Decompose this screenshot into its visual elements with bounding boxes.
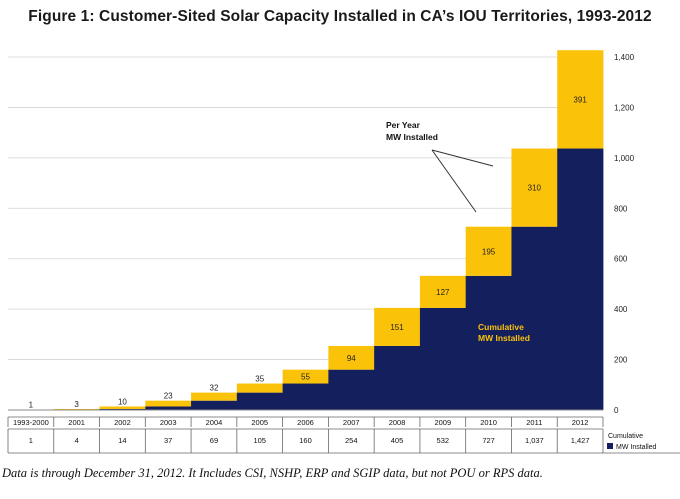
cumulative-annotation: Cumulative — [478, 322, 524, 332]
per-year-annotation: Per Year — [386, 120, 421, 130]
cumulative-value: 532 — [437, 436, 450, 445]
x-tick-label: 2002 — [114, 418, 131, 427]
legend-swatch-cumulative — [607, 443, 613, 449]
x-tick-label: 2006 — [297, 418, 314, 427]
x-tick-label: 2001 — [68, 418, 85, 427]
cumulative-value: 1 — [29, 436, 33, 445]
per-year-label: 55 — [301, 373, 310, 382]
x-tick-label: 2004 — [206, 418, 223, 427]
cumulative-value: 69 — [210, 436, 218, 445]
footnote: Data is through December 31, 2012. It In… — [2, 466, 543, 480]
per-year-label: 310 — [528, 184, 542, 193]
cumulative-bar — [282, 383, 329, 410]
per-year-bar — [465, 226, 512, 276]
per-year-label: 23 — [164, 392, 173, 401]
cumulative-bar — [465, 275, 512, 410]
cumulative-bar — [191, 400, 238, 410]
per-year-label: 195 — [482, 247, 496, 256]
cumulative-bar — [99, 408, 146, 410]
cumulative-value: 405 — [391, 436, 404, 445]
annotation-arrow — [431, 149, 494, 167]
y-tick-label: 400 — [614, 305, 628, 314]
cumulative-bar — [328, 369, 375, 410]
per-year-bar — [419, 275, 467, 308]
per-year-label: 94 — [347, 354, 356, 363]
x-tick-label: 1993-2000 — [13, 418, 49, 427]
cumulative-value: 1,037 — [525, 436, 544, 445]
table-row-label: Cumulative — [608, 433, 643, 440]
per-year-label: 32 — [210, 384, 219, 393]
cumulative-bar — [145, 406, 192, 410]
cumulative-annotation: MW Installed — [478, 333, 530, 343]
per-year-label: 151 — [390, 323, 404, 332]
table-row-label: MW Installed — [616, 444, 657, 451]
cumulative-bar — [419, 307, 467, 410]
per-year-bar — [53, 408, 100, 410]
per-year-bar — [328, 345, 375, 370]
cumulative-bar — [511, 226, 558, 410]
x-tick-label: 2010 — [480, 418, 497, 427]
x-tick-label: 2009 — [434, 418, 451, 427]
y-tick-label: 600 — [614, 255, 628, 264]
x-tick-label: 2003 — [160, 418, 177, 427]
cumulative-value: 37 — [164, 436, 172, 445]
y-tick-label: 1,200 — [614, 103, 635, 112]
chart-title: Figure 1: Customer-Sited Solar Capacity … — [28, 8, 652, 25]
per-year-label: 3 — [74, 400, 79, 409]
y-tick-label: 1,400 — [614, 53, 635, 62]
cumulative-bar — [236, 392, 284, 410]
per-year-label: 1 — [29, 401, 34, 410]
per-year-bar — [236, 383, 284, 393]
cumulative-value: 727 — [482, 436, 495, 445]
y-tick-label: 200 — [614, 356, 628, 365]
per-year-label: 35 — [255, 375, 264, 384]
x-tick-label: 2007 — [343, 418, 360, 427]
y-tick-label: 1,000 — [614, 154, 635, 163]
cumulative-bar — [374, 345, 421, 410]
per-year-bar — [145, 400, 192, 407]
cumulative-bar — [557, 148, 604, 410]
y-tick-label: 0 — [614, 406, 619, 415]
per-year-bar — [99, 406, 146, 409]
x-tick-label: 2011 — [526, 418, 542, 427]
per-year-bar — [282, 369, 329, 384]
cumulative-value: 14 — [118, 436, 126, 445]
per-year-bar — [374, 307, 421, 346]
per-year-label: 10 — [118, 397, 127, 406]
per-year-bar — [557, 50, 604, 149]
x-tick-label: 2008 — [389, 418, 406, 427]
annotation-arrow — [431, 149, 477, 213]
per-year-bar — [511, 148, 558, 227]
cumulative-value: 4 — [75, 436, 79, 445]
cumulative-value: 105 — [253, 436, 266, 445]
x-tick-label: 2005 — [251, 418, 268, 427]
per-year-bar — [191, 392, 238, 401]
cumulative-value: 254 — [345, 436, 358, 445]
x-tick-label: 2012 — [572, 418, 589, 427]
per-year-label: 391 — [573, 95, 587, 104]
cumulative-value: 160 — [299, 436, 312, 445]
per-year-label: 127 — [436, 288, 450, 297]
cumulative-value: 1,427 — [571, 436, 590, 445]
y-tick-label: 800 — [614, 204, 628, 213]
per-year-annotation: MW Installed — [386, 132, 438, 142]
